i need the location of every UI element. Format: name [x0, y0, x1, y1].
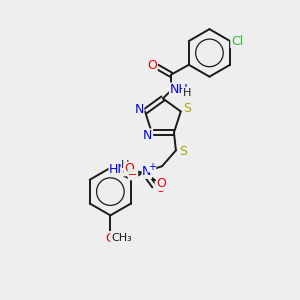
Text: H: H — [121, 160, 130, 170]
Text: +: + — [148, 162, 156, 172]
Text: HN: HN — [109, 163, 128, 176]
Text: O: O — [147, 59, 157, 72]
Text: N: N — [134, 103, 144, 116]
Text: S: S — [179, 145, 187, 158]
Text: O: O — [157, 177, 166, 190]
Text: S: S — [183, 102, 191, 115]
Text: Cl: Cl — [231, 34, 243, 47]
Text: NH: NH — [169, 83, 188, 96]
Text: N: N — [143, 129, 152, 142]
Text: −: − — [128, 170, 138, 180]
Text: O: O — [155, 182, 165, 194]
Text: N: N — [142, 165, 152, 178]
Text: O: O — [105, 232, 115, 245]
Text: H: H — [183, 88, 191, 98]
Text: O: O — [124, 162, 134, 175]
Text: CH₃: CH₃ — [111, 233, 132, 243]
